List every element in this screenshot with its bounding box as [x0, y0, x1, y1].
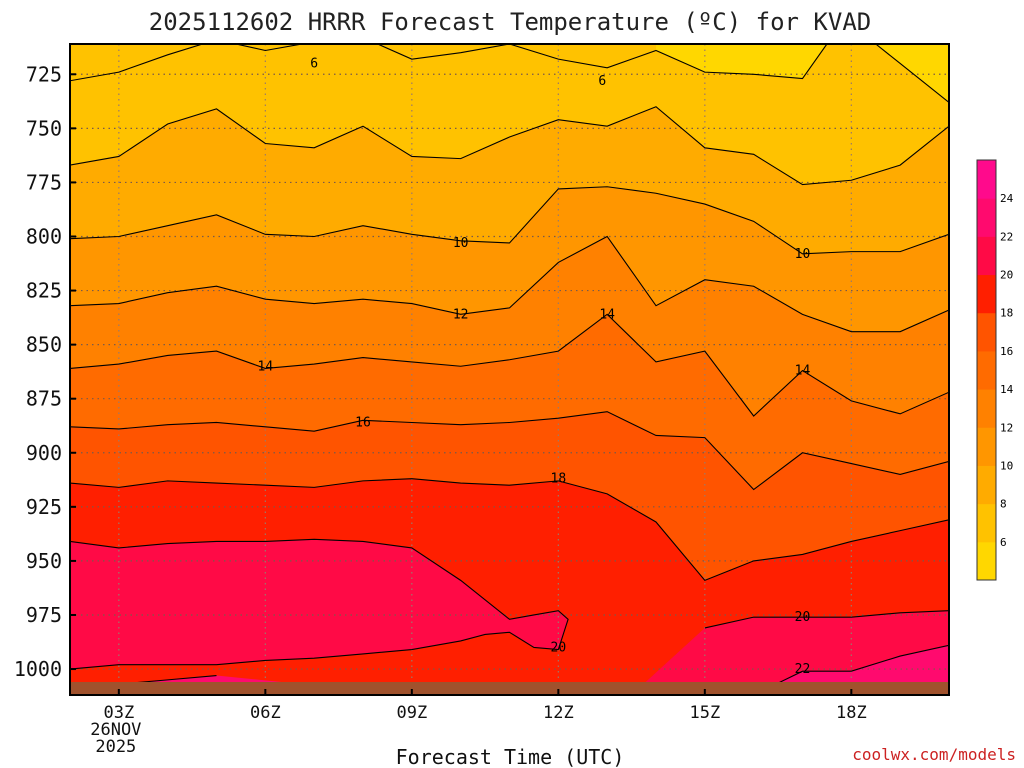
y-tick-label: 925 — [26, 495, 62, 519]
contour-line-20 — [704, 610, 949, 629]
x-tick-label: 09Z — [396, 703, 427, 723]
temp-band-8 — [70, 106, 949, 254]
y-tick-label: 875 — [26, 387, 62, 411]
contour-label: 10 — [795, 247, 811, 262]
colorbar-tick-label: 16 — [1000, 345, 1013, 358]
colorbar-tick-label: 18 — [1000, 307, 1013, 320]
contour-line-14 — [70, 313, 949, 417]
contour-labels: 6 6 10 10 12 14 14 14 16 18 20 20 22 — [258, 56, 811, 677]
colorbar-swatch — [977, 503, 996, 543]
chart-title: 2025112602 HRRR Forecast Temperature (ºC… — [149, 8, 871, 36]
contour-label: 18 — [551, 472, 567, 487]
contour-label: 22 — [795, 662, 811, 677]
x-axis-label: Forecast Time (UTC) — [396, 745, 625, 768]
contour-label: 16 — [355, 415, 371, 430]
watermark: coolwx.com/models — [852, 745, 1016, 764]
y-tick-label: 750 — [26, 116, 62, 140]
colorbar-swatch — [977, 465, 996, 505]
contour-line-6 — [875, 44, 949, 103]
temperature-bands — [70, 44, 949, 695]
colorbar-tick-label: 8 — [1000, 498, 1007, 511]
plot-frame — [69, 43, 950, 696]
y-tick-label: 775 — [26, 170, 62, 194]
contour-line-12 — [70, 235, 949, 333]
temp-band-14 — [70, 314, 949, 490]
grid-lines — [70, 44, 949, 695]
contour-label: 12 — [453, 307, 469, 322]
x-tick-sublabel-date: 26NOV — [90, 720, 141, 740]
plot-area: 6 6 10 10 12 14 14 14 16 18 20 20 22 — [70, 44, 949, 695]
x-tick-label: 06Z — [250, 703, 281, 723]
contour-label: 14 — [258, 359, 274, 374]
colorbar-tick-label: 6 — [1000, 536, 1007, 549]
colorbar-swatch — [977, 541, 996, 581]
contour-line-16 — [70, 411, 949, 491]
x-tick-label: 15Z — [689, 703, 720, 723]
temp-band-6 — [70, 44, 949, 185]
contour-line-20 — [70, 538, 569, 670]
y-tick-label: 950 — [26, 549, 62, 573]
colorbar-swatch — [977, 350, 996, 390]
contour-label: 6 — [310, 56, 318, 71]
contour-line-10 — [70, 186, 949, 255]
contour-label: 20 — [551, 640, 567, 655]
contour-label: 20 — [795, 610, 811, 625]
x-tick-sublabel-year: 2025 — [95, 737, 136, 757]
colorbar-tick-label: 12 — [1000, 421, 1013, 434]
colorbar-swatch — [977, 312, 996, 352]
contour-lines — [70, 44, 949, 695]
temp-band-12 — [70, 236, 949, 416]
contour-label: 10 — [453, 236, 469, 251]
y-tick-label: 900 — [26, 441, 62, 465]
y-tick-label: 1000 — [14, 657, 62, 681]
colorbar-tick-label: 20 — [1000, 269, 1013, 282]
x-tick-label: 12Z — [543, 703, 574, 723]
colorbar-swatch — [977, 274, 996, 314]
y-tick-label: 725 — [26, 62, 62, 86]
ground-surface — [70, 682, 949, 695]
contour-line-22 — [753, 644, 949, 695]
x-tick-label: 03Z — [103, 703, 134, 723]
colorbar-swatch — [977, 427, 996, 466]
colorbar-tick-label: 24 — [1000, 192, 1014, 205]
temp-band-lt6 — [656, 44, 949, 103]
colorbar: 6 8 10 12 14 16 18 20 22 24 — [976, 159, 1014, 581]
contour-line-8 — [70, 106, 949, 186]
y-tick-label: 825 — [26, 279, 62, 303]
y-tick-label: 850 — [26, 333, 62, 357]
y-tick-label: 800 — [26, 224, 62, 248]
y-axis: 725 750 775 800 825 850 875 900 925 950 975 1000 — [14, 62, 76, 681]
colorbar-frame — [976, 159, 997, 581]
colorbar-swatch — [977, 160, 996, 199]
temp-band-20-left — [70, 539, 569, 695]
colorbar-tick-label: 22 — [1000, 230, 1013, 243]
contour-line-18 — [70, 478, 949, 582]
contour-label: 14 — [599, 307, 615, 322]
colorbar-swatch — [977, 198, 996, 237]
y-tick-label: 975 — [26, 603, 62, 627]
temp-band-10 — [70, 186, 949, 332]
contour-label: 6 — [598, 74, 606, 89]
colorbar-tick-label: 14 — [1000, 383, 1014, 396]
colorbar-swatch — [977, 389, 996, 428]
colorbar-swatch — [977, 236, 996, 276]
colorbar-tick-label: 10 — [1000, 459, 1013, 472]
temp-band-16 — [70, 411, 949, 581]
x-tick-label: 18Z — [836, 703, 867, 723]
contour-label: 14 — [795, 364, 811, 379]
